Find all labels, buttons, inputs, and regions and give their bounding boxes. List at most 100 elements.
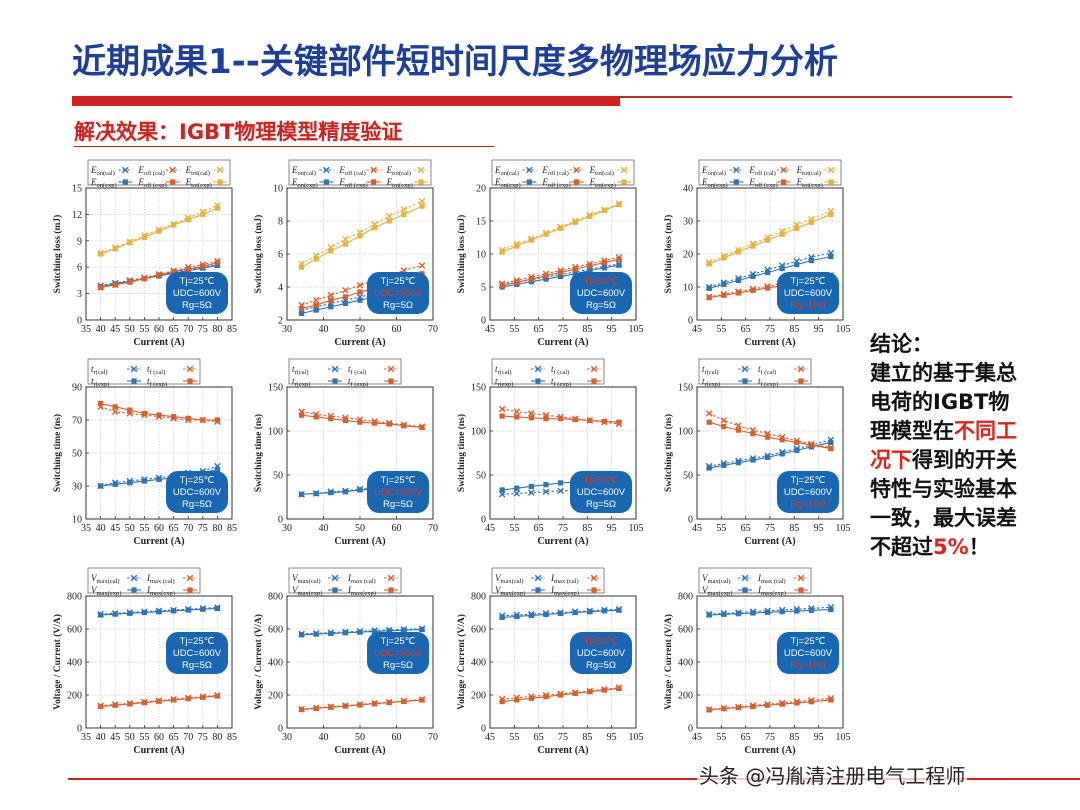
legend-marker <box>621 179 627 185</box>
data-point <box>735 290 741 296</box>
data-point <box>779 701 785 707</box>
legend: Vmax(cal) Imax (cal)Vmax(exp) Imax(exp) <box>87 567 201 597</box>
conclusion-heading: 结论： <box>870 332 933 356</box>
data-point <box>764 609 771 615</box>
badge-tj: Tj=25℃ <box>791 636 826 647</box>
x-tick-label: 85 <box>227 324 237 335</box>
data-point <box>779 437 785 443</box>
legend-marker <box>780 166 787 174</box>
y-axis-label: Switching loss (mJ) <box>663 215 674 294</box>
data-point <box>200 606 206 612</box>
y-tick-label: 0 <box>278 515 283 526</box>
legend-label: Eon(cal) <box>494 165 519 177</box>
y-tick-label: 0 <box>481 724 486 735</box>
x-tick-label: 75 <box>198 732 208 743</box>
data-point <box>499 249 505 255</box>
x-tick-label: 95 <box>814 732 824 743</box>
data-point <box>543 611 549 618</box>
x-tick-label: 95 <box>607 324 617 335</box>
x-tick-label: 105 <box>629 732 644 743</box>
legend-label: Eon(exp) <box>291 177 318 189</box>
data-point <box>357 702 363 708</box>
data-point <box>808 607 814 613</box>
legend-symbol: t <box>495 376 498 386</box>
data-point <box>735 611 741 617</box>
x-tick-label: 45 <box>692 523 702 534</box>
data-point <box>342 300 348 307</box>
data-point <box>735 277 741 283</box>
x-tick-label: 45 <box>485 324 495 335</box>
legend-label: tf (cal) <box>348 364 366 376</box>
x-tick-label: 40 <box>96 732 106 743</box>
y-tick-label: 400 <box>678 658 693 669</box>
data-point <box>141 609 147 616</box>
legend-subscript: f (cal) <box>554 369 570 376</box>
legend-subscript: f (exp) <box>761 381 779 388</box>
legend-label: Vmax(exp) <box>292 585 322 597</box>
legend-marker <box>332 378 338 384</box>
legend-label: Eoff (cal) <box>137 165 165 177</box>
x-tick-label: 75 <box>765 732 775 743</box>
y-tick-label: 30 <box>683 217 693 228</box>
y-axis-label: Switching time (ns) <box>456 414 467 492</box>
x-tick-label: 45 <box>110 523 120 534</box>
legend-marker <box>798 378 804 384</box>
legend-subscript: max(exp) <box>501 590 526 597</box>
data-point <box>528 483 534 490</box>
x-tick-label: 55 <box>716 324 726 335</box>
x-tick-label: 50 <box>125 324 135 335</box>
data-point <box>200 694 206 700</box>
data-point <box>342 287 349 294</box>
data-point <box>616 201 622 208</box>
data-point <box>764 454 771 460</box>
legend-symbol: t <box>292 364 295 374</box>
chart-3: 0 5 10 15 20 45 55 65 75 85 95 105 Current (A) Switch… <box>456 159 644 348</box>
badge-udc: UDC=600V <box>173 487 222 498</box>
y-tick-label: 0 <box>481 316 486 327</box>
data-point <box>499 487 505 493</box>
y-tick-label: 0 <box>481 515 486 526</box>
legend-label: Eon(cal) <box>90 165 115 177</box>
legend-marker <box>535 587 541 593</box>
data-point <box>357 629 363 635</box>
legend-frame <box>288 159 432 186</box>
legend-marker <box>331 365 339 373</box>
data-point <box>127 480 133 486</box>
data-point <box>357 233 363 239</box>
data-point <box>372 420 378 426</box>
data-point <box>616 419 622 425</box>
data-point <box>764 269 771 276</box>
x-tick-label: 55 <box>509 732 519 743</box>
x-tick-label: 95 <box>607 732 617 743</box>
y-tick-label: 3 <box>77 289 82 300</box>
legend-frame <box>87 567 201 594</box>
badge-background <box>777 471 839 513</box>
data-point <box>499 413 505 419</box>
data-point <box>98 483 104 489</box>
x-tick-label: 75 <box>198 324 208 335</box>
chart-12: 0 200 400 600 800 45 55 65 75 85 95 105 Current (A) V… <box>663 567 851 756</box>
y-tick-label: 0 <box>688 316 693 327</box>
legend-symbol: E <box>589 165 596 175</box>
x-tick-label: 65 <box>534 324 544 335</box>
data-point <box>112 404 118 410</box>
data-point <box>328 416 334 422</box>
y-tick-label: 90 <box>72 383 82 394</box>
legend-subscript: max(cal) <box>708 578 731 585</box>
data-point <box>112 246 118 252</box>
x-tick-label: 85 <box>227 523 237 534</box>
chart-10: 0 200 400 600 800 30 40 50 60 70 Current (A) Voltag… <box>253 567 438 756</box>
legend: Eon(cal) Eoff (cal) Etot(cal)Eon(exp) Eoff … <box>698 159 842 189</box>
legend-subscript: on(exp) <box>708 182 728 189</box>
legend-symbol: E <box>494 177 501 187</box>
x-tick-label: 65 <box>169 732 179 743</box>
y-axis-label: Voltage / Current (V/A) <box>456 614 467 710</box>
badge-udc: UDC=500V <box>374 288 423 299</box>
legend-symbol: V <box>495 585 502 595</box>
badge-rg: Rg=10Ω <box>790 499 825 510</box>
legend-subscript: max(exp) <box>708 590 733 597</box>
y-axis-label: Switching time (ns) <box>253 414 264 492</box>
